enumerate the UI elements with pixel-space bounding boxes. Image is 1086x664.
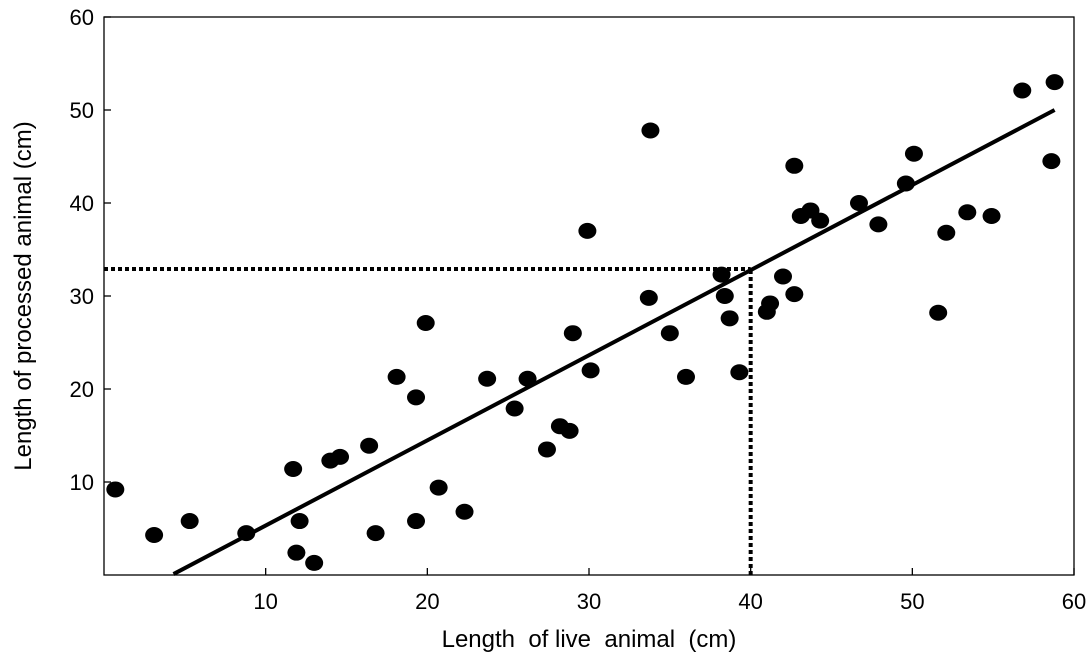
- data-point: [720, 310, 739, 327]
- data-point: [1045, 74, 1064, 91]
- y-axis-title: Length of processed animal (cm): [10, 121, 37, 471]
- y-tick-label: 60: [70, 5, 94, 30]
- y-tick-label: 50: [70, 98, 94, 123]
- data-point: [811, 212, 830, 229]
- data-point: [849, 195, 868, 211]
- x-tick-label: 40: [738, 589, 762, 614]
- x-axis-title: Length of live animal (cm): [442, 626, 737, 653]
- data-point: [237, 525, 256, 542]
- data-point: [106, 481, 125, 498]
- x-axis-ticks: 10 20 30 40 50 60: [253, 568, 1086, 614]
- data-point: [869, 216, 888, 233]
- data-point: [641, 122, 660, 139]
- data-point: [537, 441, 556, 458]
- x-tick-label: 50: [900, 589, 924, 614]
- regression-line: [172, 108, 1056, 576]
- data-point: [305, 554, 324, 571]
- data-point: [407, 513, 426, 530]
- data-point: [287, 544, 306, 561]
- data-point: [785, 157, 804, 174]
- data-point: [407, 389, 426, 406]
- y-tick-label: 20: [70, 377, 94, 402]
- data-point: [904, 145, 923, 162]
- data-point: [284, 460, 303, 477]
- data-point: [416, 314, 435, 331]
- data-point: [937, 224, 956, 241]
- data-point: [785, 286, 804, 303]
- data-point: [478, 370, 497, 387]
- data-point: [1013, 82, 1032, 99]
- data-point: [639, 289, 658, 306]
- data-point: [563, 325, 582, 342]
- x-tick-label: 20: [415, 589, 439, 614]
- data-point: [929, 304, 948, 321]
- data-point: [660, 325, 679, 342]
- y-axis-ticks: 10 20 30 40 50 60: [70, 5, 111, 495]
- data-point: [712, 266, 731, 283]
- data-point: [774, 268, 792, 285]
- data-point: [455, 503, 474, 520]
- data-point: [560, 422, 579, 439]
- data-point: [290, 513, 309, 530]
- data-point: [761, 295, 780, 312]
- data-point: [505, 400, 524, 417]
- fit-line-group: [172, 108, 1056, 576]
- data-point: [958, 204, 977, 221]
- data-point: [518, 370, 537, 387]
- data-point: [581, 362, 600, 379]
- data-point: [982, 208, 1001, 225]
- data-point: [331, 448, 350, 465]
- plot-frame: [103, 16, 1075, 576]
- y-tick-label: 10: [70, 470, 94, 495]
- data-point: [677, 368, 695, 385]
- data-point: [145, 527, 164, 544]
- data-point: [387, 368, 406, 385]
- data-point: [429, 479, 448, 496]
- data-point: [896, 175, 915, 192]
- data-point: [578, 222, 597, 239]
- y-tick-label: 30: [70, 284, 94, 309]
- x-tick-label: 10: [253, 589, 277, 614]
- reference-lines: [104, 267, 753, 575]
- data-point: [1042, 153, 1061, 170]
- x-tick-label: 60: [1062, 589, 1086, 614]
- data-point: [360, 437, 379, 454]
- data-point: [366, 525, 385, 542]
- data-point: [715, 288, 734, 304]
- data-points: [106, 74, 1064, 571]
- data-point: [180, 513, 199, 530]
- y-tick-label: 40: [70, 191, 94, 216]
- x-tick-label: 30: [577, 589, 601, 614]
- data-point: [730, 364, 749, 381]
